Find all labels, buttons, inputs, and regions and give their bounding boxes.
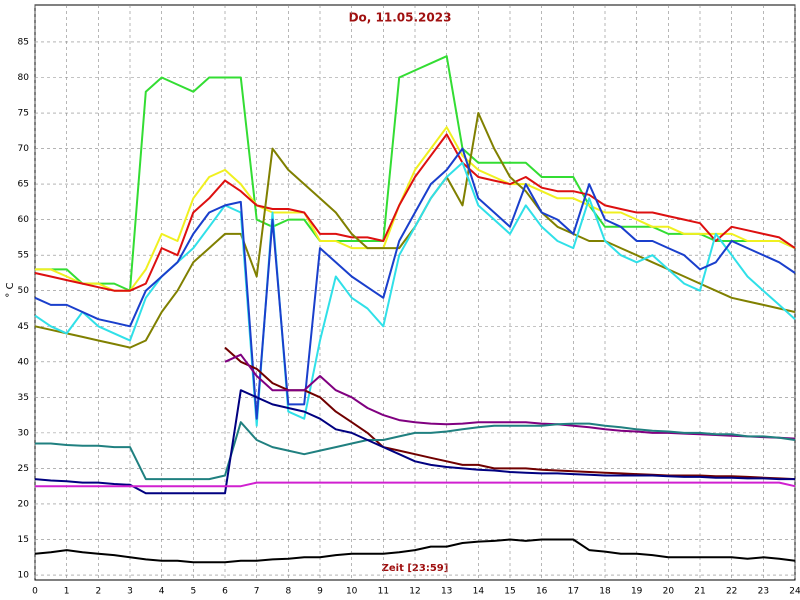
x-tick-label: 14 — [473, 587, 485, 597]
y-tick-label: 10 — [18, 571, 30, 581]
y-tick-label: 40 — [18, 357, 30, 367]
y-tick-label: 50 — [18, 286, 30, 296]
series-line — [224, 346, 796, 481]
x-tick-label: 19 — [631, 587, 643, 597]
x-tick-label: 8 — [285, 587, 291, 597]
x-tick-label: 0 — [32, 587, 38, 597]
series-line — [34, 133, 796, 292]
y-tick-label: 30 — [18, 428, 30, 438]
y-tick-label: 80 — [18, 73, 30, 83]
plot-area — [34, 4, 796, 581]
x-tick-label: 9 — [317, 587, 323, 597]
series-line — [35, 126, 796, 292]
x-axis-label: Zeit [23:59] — [382, 563, 449, 574]
y-tick-label: 60 — [18, 215, 30, 225]
x-tick-label: 15 — [504, 587, 515, 597]
series-line — [35, 421, 796, 481]
x-tick-label: 11 — [378, 587, 389, 597]
x-tick-label: 12 — [409, 587, 420, 597]
y-tick-label: 20 — [18, 499, 30, 509]
x-tick-label: 20 — [663, 587, 675, 597]
y-tick-label: 25 — [18, 464, 29, 474]
y-tick-label: 15 — [18, 535, 29, 545]
x-tick-label: 5 — [190, 587, 196, 597]
y-tick-label: 65 — [18, 180, 29, 190]
x-tick-label: 16 — [536, 587, 548, 597]
y-tick-label: 55 — [18, 251, 29, 261]
x-tick-label: 1 — [64, 587, 70, 597]
series-line — [34, 538, 796, 564]
y-tick-label: 35 — [18, 393, 29, 403]
y-axis-label: ° C — [5, 282, 16, 297]
y-tick-label: 75 — [18, 109, 29, 119]
x-tick-label: 21 — [694, 587, 705, 597]
series-line — [34, 389, 795, 495]
x-tick-label: 18 — [599, 587, 611, 597]
series-line — [224, 353, 796, 440]
x-tick-label: 17 — [568, 587, 579, 597]
x-tick-label: 7 — [254, 587, 260, 597]
x-tick-label: 22 — [726, 587, 737, 597]
x-tick-label: 23 — [758, 587, 769, 597]
chart-title: Do, 11.05.2023 — [349, 11, 452, 25]
x-tick-label: 2 — [95, 587, 101, 597]
x-tick-label: 4 — [159, 587, 165, 597]
x-tick-label: 3 — [127, 587, 133, 597]
x-tick-label: 10 — [346, 587, 358, 597]
series-line — [35, 55, 796, 292]
y-tick-label: 85 — [18, 37, 29, 47]
series-line — [34, 147, 796, 420]
y-tick-label: 45 — [18, 322, 29, 332]
x-tick-label: 24 — [789, 587, 800, 597]
y-tick-label: 70 — [18, 144, 30, 154]
x-tick-label: 13 — [441, 587, 452, 597]
series-line — [35, 481, 796, 488]
x-tick-label: 6 — [222, 587, 228, 597]
